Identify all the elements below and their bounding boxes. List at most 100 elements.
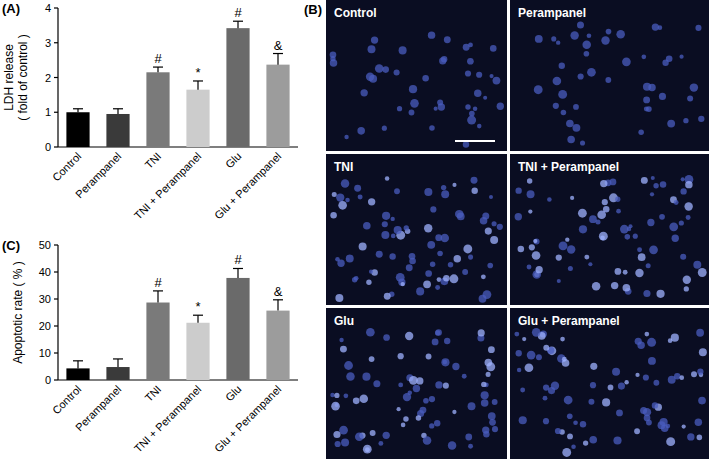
nucleus bbox=[434, 420, 440, 426]
nucleus bbox=[474, 90, 481, 97]
nucleus bbox=[365, 447, 370, 452]
nucleus bbox=[434, 107, 438, 111]
nucleus bbox=[366, 328, 375, 337]
y-tick-label: 50 bbox=[39, 239, 51, 251]
nucleus bbox=[622, 58, 631, 67]
bar bbox=[186, 90, 209, 147]
nucleus bbox=[525, 363, 534, 372]
nucleus bbox=[567, 413, 573, 419]
nucleus bbox=[362, 373, 370, 381]
nucleus bbox=[567, 136, 575, 144]
nucleus bbox=[572, 124, 580, 132]
x-tick-label: Control bbox=[50, 383, 84, 417]
nucleus bbox=[488, 346, 495, 353]
error-bar bbox=[153, 291, 163, 303]
nucleus bbox=[666, 437, 675, 446]
nucleus bbox=[481, 274, 486, 279]
error-stem bbox=[237, 21, 238, 28]
nucleus bbox=[625, 234, 631, 240]
nucleus bbox=[335, 441, 341, 447]
error-cap bbox=[273, 53, 283, 54]
nucleus bbox=[559, 241, 568, 250]
nucleus bbox=[618, 383, 625, 390]
nucleus bbox=[369, 356, 375, 362]
nucleus bbox=[355, 432, 364, 441]
nucleus bbox=[409, 253, 416, 260]
error-bar bbox=[193, 81, 203, 90]
nucleus bbox=[339, 426, 348, 435]
nucleus bbox=[606, 29, 612, 35]
nucleus bbox=[613, 436, 621, 444]
error-stem bbox=[277, 54, 278, 65]
nucleus bbox=[390, 217, 394, 221]
nucleus bbox=[462, 269, 468, 275]
nucleus bbox=[611, 282, 618, 289]
y-axis bbox=[57, 245, 58, 380]
y-tick bbox=[54, 7, 58, 8]
nucleus bbox=[643, 374, 649, 380]
nucleus bbox=[588, 262, 592, 266]
nucleus bbox=[590, 382, 596, 388]
nucleus bbox=[643, 96, 650, 103]
nucleus bbox=[543, 418, 549, 424]
x-tick-label: TNI + Perampanel bbox=[132, 150, 204, 222]
nucleus bbox=[394, 188, 400, 194]
nucleus bbox=[608, 385, 614, 391]
nucleus bbox=[383, 432, 390, 439]
error-stem bbox=[117, 359, 118, 367]
nucleus bbox=[647, 219, 654, 226]
nucleus bbox=[457, 213, 465, 221]
nucleus bbox=[612, 368, 620, 376]
error-cap bbox=[233, 21, 243, 22]
y-axis-label: ( fold of control ) bbox=[16, 34, 30, 121]
nucleus bbox=[635, 269, 643, 277]
nucleus bbox=[605, 77, 611, 83]
nucleus bbox=[354, 185, 361, 192]
micrograph: TNI bbox=[326, 154, 507, 305]
nucleus bbox=[684, 286, 689, 291]
nucleus bbox=[492, 221, 497, 226]
nucleus bbox=[338, 201, 347, 210]
nucleus bbox=[413, 385, 420, 392]
nucleus bbox=[584, 51, 590, 57]
nucleus bbox=[478, 329, 485, 336]
micrograph-background bbox=[510, 308, 709, 459]
nucleus bbox=[333, 431, 340, 438]
nucleus bbox=[376, 251, 383, 258]
nucleus bbox=[571, 444, 576, 449]
nucleus bbox=[698, 268, 707, 277]
nucleus bbox=[330, 59, 338, 67]
nucleus bbox=[382, 212, 390, 220]
nucleus bbox=[432, 338, 439, 345]
nucleus bbox=[686, 215, 691, 220]
x-tick-label: TNI bbox=[142, 150, 163, 171]
nucleus bbox=[398, 353, 404, 359]
nucleus bbox=[341, 179, 349, 187]
micrograph-label: Glu + Perampanel bbox=[518, 314, 620, 328]
nucleus bbox=[570, 31, 578, 39]
nucleus bbox=[493, 77, 501, 85]
nucleus bbox=[422, 75, 429, 82]
nucleus bbox=[669, 222, 678, 231]
nucleus bbox=[649, 246, 658, 255]
nucleus bbox=[430, 206, 436, 212]
micrograph-label: TNI + Perampanel bbox=[518, 160, 619, 174]
nucleus bbox=[489, 195, 493, 199]
error-cap bbox=[113, 108, 123, 109]
x-tick-label: Perampanel bbox=[73, 150, 123, 200]
nucleus bbox=[368, 45, 376, 53]
y-tick bbox=[54, 352, 58, 353]
nucleus bbox=[562, 357, 567, 362]
nucleus bbox=[674, 373, 680, 379]
nucleus bbox=[465, 434, 472, 441]
nucleus bbox=[697, 369, 703, 375]
nucleus bbox=[558, 90, 567, 99]
nucleus bbox=[344, 393, 349, 398]
nucleus bbox=[401, 423, 406, 428]
error-cap bbox=[273, 299, 283, 300]
bars bbox=[66, 268, 289, 380]
nucleus bbox=[441, 56, 447, 62]
nucleus bbox=[384, 293, 391, 300]
nucleus bbox=[344, 135, 348, 139]
nucleus bbox=[640, 407, 647, 414]
